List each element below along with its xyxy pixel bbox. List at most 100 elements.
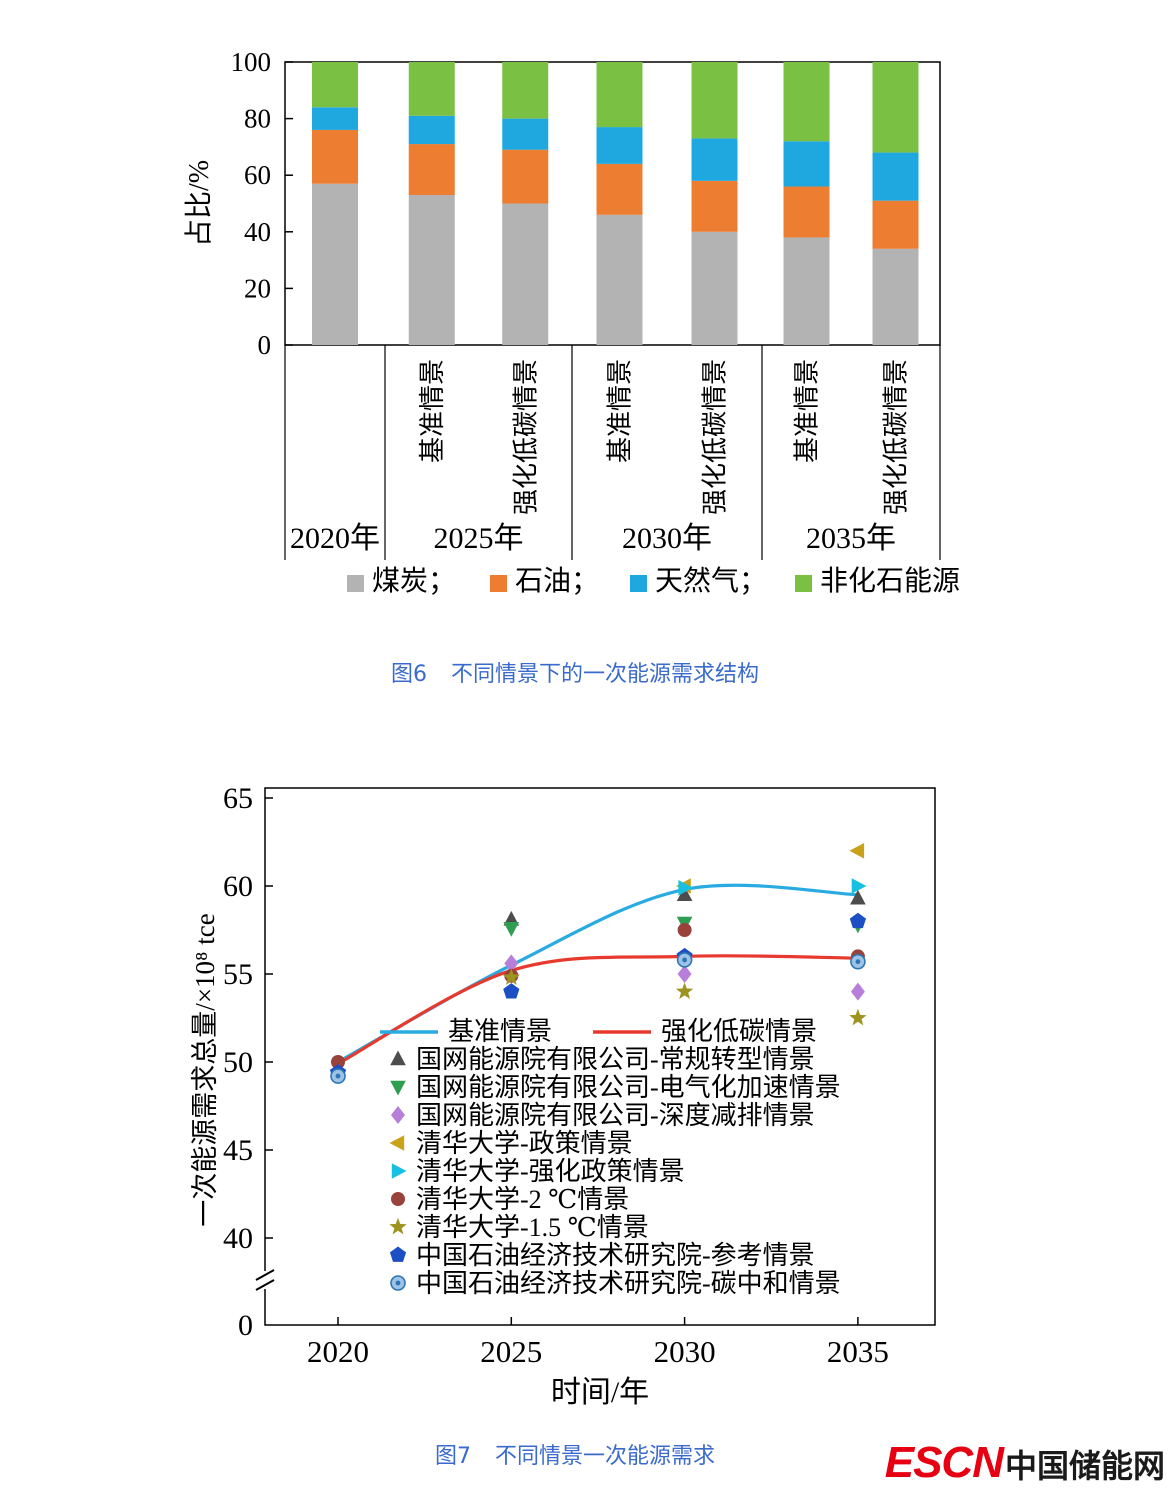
legend-label: 清华大学-强化政策情景 <box>416 1157 685 1186</box>
legend-label: 强化低碳情景 <box>661 1017 817 1046</box>
legend-label: 清华大学-政策情景 <box>416 1129 633 1158</box>
figure7-caption-text: 不同情景一次能源需求 <box>494 1444 715 1469</box>
scatter-point <box>502 968 520 985</box>
scatter-point <box>676 886 693 901</box>
legend-marker <box>390 1080 406 1096</box>
figure7-line-scatter-chart: 65 60 55 50 45 40 0 2020 2025 2030 2035 时间/年 一次能源需求总… <box>190 782 936 1409</box>
bar-segment-非化石能源 <box>312 62 358 108</box>
figure7-caption-label: 图7 <box>434 1444 471 1469</box>
bar-segment-石油 <box>872 200 919 249</box>
bar-segment-非化石能源 <box>408 62 455 116</box>
bar-segment-石油 <box>691 180 738 232</box>
scatter-point <box>850 889 866 905</box>
bar-scenario-label: 基准情景 <box>606 359 635 463</box>
fig6-y-axis-label: 占比/% <box>183 160 215 247</box>
legend-label: 非化石能源 <box>820 565 960 597</box>
scatter-point <box>503 922 520 937</box>
legend-marker <box>390 1050 406 1066</box>
bar-segment-非化石能源 <box>691 62 738 139</box>
legend-marker <box>389 1135 405 1151</box>
scatter-point <box>850 982 865 1001</box>
scatter-point <box>675 982 694 999</box>
y-tick-label: 0 <box>258 330 272 360</box>
y-tick-label: 20 <box>244 273 271 303</box>
year-label: 2025年 <box>434 522 524 555</box>
escn-logo-mark: ESCN <box>884 1438 1004 1487</box>
figure7-caption: 图7 不同情景一次能源需求 <box>180 1438 970 1470</box>
scatter-point-dot <box>682 957 687 963</box>
y-tick-label: 55 <box>223 958 253 991</box>
bar-scenario-label: 强化低碳情景 <box>701 359 730 515</box>
y-tick-label: 40 <box>223 1222 253 1255</box>
legend-marker <box>389 1217 407 1235</box>
bar-segment-煤炭 <box>312 183 358 345</box>
bar-segment-天然气 <box>783 141 830 187</box>
scatter-point-dot <box>335 1073 341 1079</box>
legend-label: 石油； <box>515 565 599 597</box>
bar-segment-天然气 <box>502 118 549 150</box>
y-tick-label: 60 <box>244 160 271 190</box>
scatter-point <box>503 983 520 999</box>
bar-segment-石油 <box>408 144 455 196</box>
legend-marker-dot <box>395 1280 401 1286</box>
x-tick-label: 2030 <box>654 1334 716 1369</box>
y-tick-label: 50 <box>223 1046 253 1079</box>
axis-break-slash <box>255 1279 275 1291</box>
bar-scenario-label: 基准情景 <box>418 359 447 463</box>
scatter-point-dot <box>855 959 861 965</box>
escn-site-name: 中国储能网 <box>1004 1447 1165 1485</box>
scatter-point <box>677 923 692 937</box>
bar-segment-石油 <box>783 186 830 238</box>
scatter-point <box>503 910 520 926</box>
legend-label: 国网能源院有限公司-深度减排情景 <box>416 1101 815 1130</box>
figure6-stacked-bar-chart: 0 20 40 60 80 100 占比/% 2020年 基准情景 强化低碳情景 2025年 基准情景… <box>183 47 960 597</box>
bar-segment-石油 <box>312 129 358 184</box>
y-tick-label: 100 <box>231 52 272 77</box>
bar-segment-石油 <box>502 149 549 204</box>
bar-segment-天然气 <box>596 127 643 164</box>
y-origin-label: 0 <box>238 1309 253 1342</box>
escn-logo: ESCN 中国储能网 <box>885 1438 1165 1488</box>
bar-segment-非化石能源 <box>596 62 643 128</box>
bar-segment-煤炭 <box>691 231 738 345</box>
series-line-强化低碳情景 <box>336 954 860 1066</box>
bar-scenario-label: 强化低碳情景 <box>511 359 540 515</box>
bar-segment-煤炭 <box>502 203 549 345</box>
y-tick-label: 45 <box>223 1134 253 1167</box>
scatter-point <box>504 954 519 973</box>
legend-marker <box>389 1246 407 1262</box>
legend-marker <box>391 1192 405 1206</box>
bar-segment-天然气 <box>872 152 919 201</box>
bar-segment-天然气 <box>691 138 738 181</box>
figure6-caption-text: 不同情景下的一次能源需求结构 <box>450 662 759 687</box>
bar-scenario-label: 基准情景 <box>793 359 822 463</box>
figure6-caption: 图6 不同情景下的一次能源需求结构 <box>180 656 970 688</box>
scatter-point <box>678 880 694 896</box>
legend-label: 清华大学-1.5 ℃情景 <box>416 1213 649 1242</box>
x-tick-label: 2020 <box>307 1334 369 1369</box>
scatter-point <box>849 1008 867 1026</box>
y-tick-label: 80 <box>244 104 271 134</box>
bar-segment-非化石能源 <box>872 62 919 153</box>
legend-label: 清华大学-2 ℃情景 <box>416 1185 629 1214</box>
fig7-x-axis-label: 时间/年 <box>551 1376 649 1409</box>
legend-label: 基准情景 <box>448 1017 552 1046</box>
legend-swatch <box>347 575 364 592</box>
y-tick-label: 60 <box>223 870 253 903</box>
scatter-point <box>331 1055 345 1069</box>
figure7: 65 60 55 50 45 40 0 2020 2025 2030 2035 时间/年 一次能源需求总… <box>180 770 970 1470</box>
fig7-y-axis-label: 一次能源需求总量/×10⁸ tce <box>190 913 220 1226</box>
scatter-point <box>849 843 865 859</box>
figure6-caption-label: 图6 <box>390 662 427 687</box>
bar-segment-非化石能源 <box>783 62 830 142</box>
x-tick-label: 2025 <box>480 1334 542 1369</box>
bar-segment-天然气 <box>312 107 358 130</box>
bar-segment-煤炭 <box>596 214 643 345</box>
legend-label: 中国石油经济技术研究院-参考情景 <box>416 1241 815 1270</box>
y-tick-label: 40 <box>244 217 271 247</box>
x-tick-label: 2035 <box>827 1334 889 1369</box>
bar-segment-煤炭 <box>872 248 919 345</box>
bar-segment-非化石能源 <box>502 62 549 119</box>
legend-swatch <box>490 575 507 592</box>
legend-label: 中国石油经济技术研究院-碳中和情景 <box>416 1269 841 1298</box>
